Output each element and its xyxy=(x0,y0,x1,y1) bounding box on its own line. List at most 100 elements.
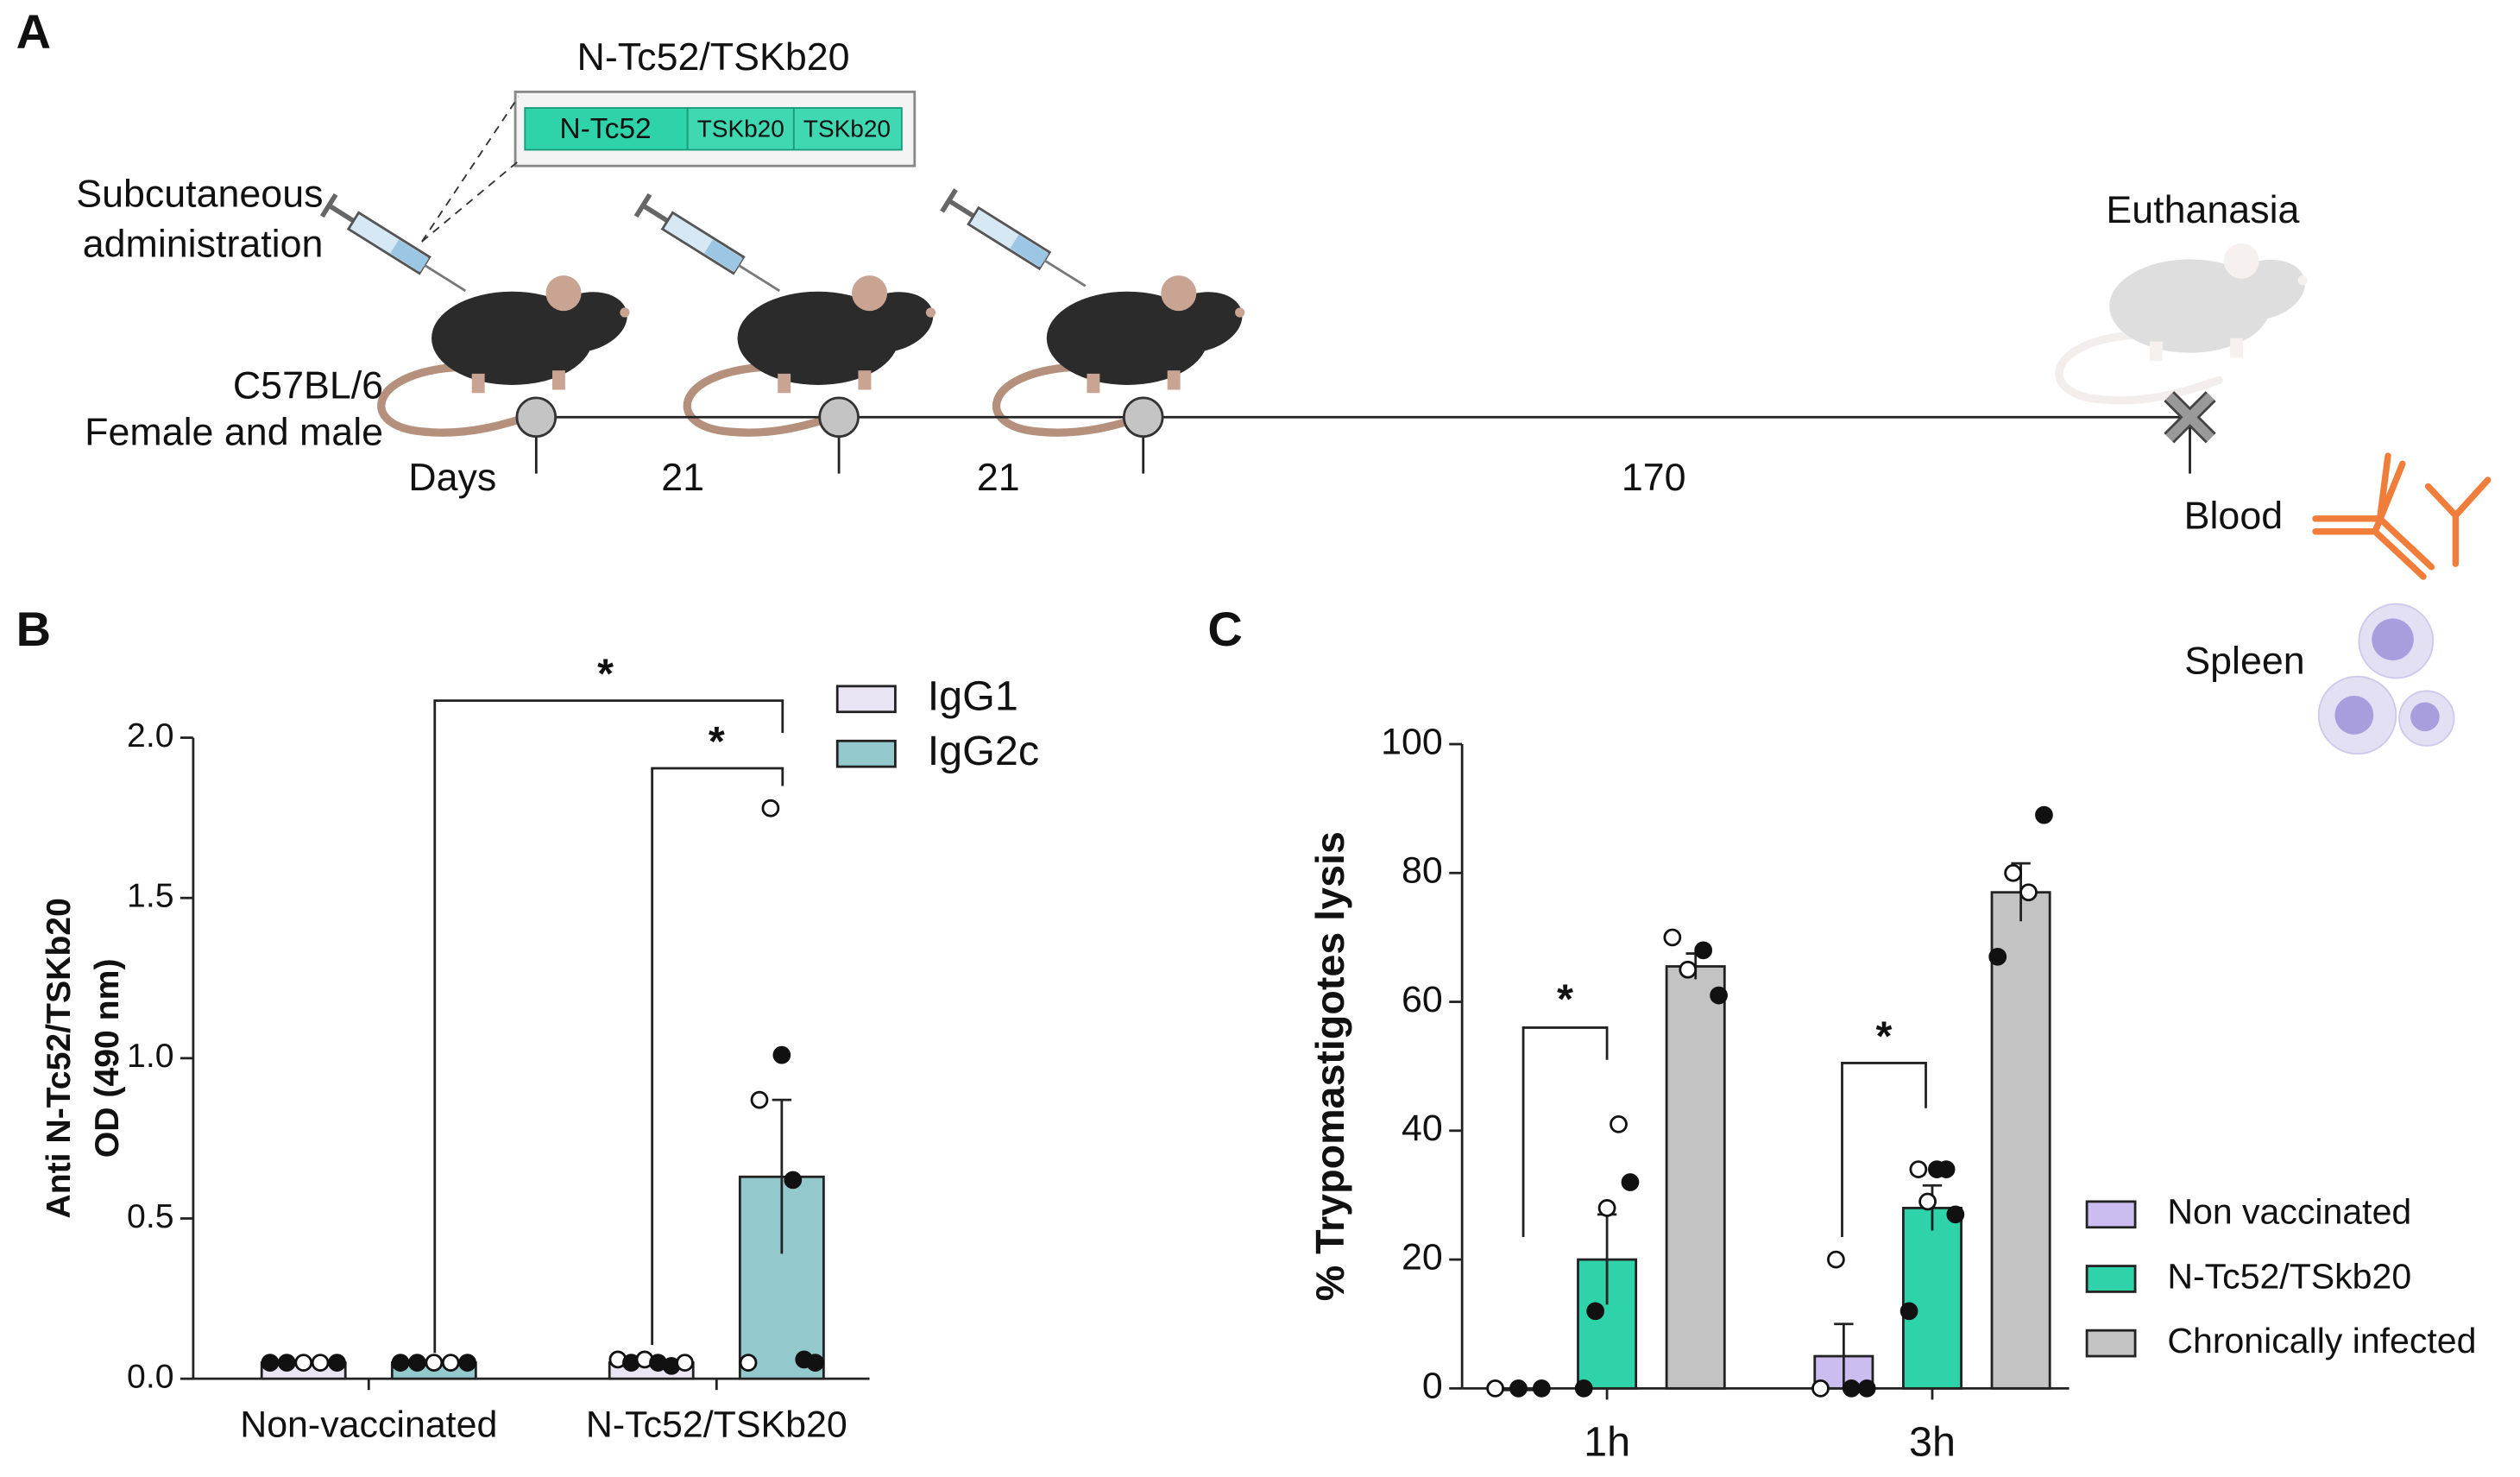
significance-bracket xyxy=(1841,1062,1927,1237)
x-tick-label: Non-vaccinated xyxy=(240,1404,497,1445)
route-label: Subcutaneous xyxy=(76,172,323,215)
data-point xyxy=(676,1354,694,1372)
panel-label: C xyxy=(1207,602,1242,656)
syringe-icon xyxy=(322,194,472,301)
data-point xyxy=(2004,863,2022,882)
data-point xyxy=(311,1354,330,1372)
timepoints xyxy=(515,396,1164,439)
syringe-icon xyxy=(636,194,786,301)
y-tick-label: 0.5 xyxy=(127,1198,173,1235)
data-point xyxy=(1532,1379,1551,1398)
sample-label: Spleen xyxy=(2184,640,2304,683)
data-point xyxy=(294,1354,313,1372)
mice-label: Female and male xyxy=(85,411,383,454)
y-axis-label: Anti N-Tc52/TSKb20 xyxy=(41,898,78,1218)
y-tick-label: 100 xyxy=(1381,721,1443,762)
antibody-icon xyxy=(2312,452,2492,580)
mouse-icon xyxy=(996,275,1249,432)
error-bar xyxy=(772,1098,792,1254)
construct-segment xyxy=(792,107,903,151)
legend-swatch xyxy=(835,739,897,768)
data-point xyxy=(1946,1205,1965,1224)
bar xyxy=(1990,891,2051,1390)
significance-label: * xyxy=(597,650,614,697)
legend-swatch xyxy=(2085,1329,2137,1358)
data-point xyxy=(1909,1160,1928,1178)
data-point xyxy=(1621,1173,1640,1191)
y-axis-label: OD (490 nm) xyxy=(89,958,126,1158)
data-point xyxy=(1811,1379,1830,1398)
significance-label: * xyxy=(1876,1013,1893,1059)
panel-a: A N-Tc52/TSKb20 N-Tc52 TSKb20 TSKb20 Sub… xyxy=(16,4,2492,755)
data-point xyxy=(425,1354,444,1372)
data-point xyxy=(441,1354,460,1372)
mouse-icon xyxy=(381,275,634,432)
legend-label: N-Tc52/TSkb20 xyxy=(2167,1256,2411,1296)
data-point xyxy=(1937,1160,1956,1178)
chart: B Anti N-Tc52/TSKb20 OD (490 nm) 0.0 0.5 1.0 1… xyxy=(16,602,1039,1445)
significance-bracket xyxy=(1521,1026,1609,1237)
bar xyxy=(1901,1206,1962,1390)
data-point xyxy=(806,1354,825,1372)
data-point xyxy=(1857,1379,1876,1398)
construct-segment xyxy=(524,107,689,151)
construct-segment xyxy=(686,107,795,151)
data-point xyxy=(739,1354,758,1372)
legend-swatch xyxy=(2085,1200,2137,1229)
data-point xyxy=(772,1045,791,1064)
y-tick-label: 2.0 xyxy=(127,717,173,754)
y-tick-label: 40 xyxy=(1402,1108,1443,1149)
y-tick-label: 0.0 xyxy=(127,1359,173,1396)
syringe-icon xyxy=(942,190,1093,297)
mouse-icon xyxy=(2059,243,2312,401)
y-tick-label: 80 xyxy=(1402,850,1443,892)
data-point xyxy=(1827,1250,1845,1269)
data-point xyxy=(1586,1302,1605,1321)
data-point xyxy=(261,1354,280,1372)
interval-label: 21 xyxy=(977,456,1020,499)
legend-label: Chronically infected xyxy=(2167,1321,2476,1360)
data-point xyxy=(1610,1115,1628,1133)
data-point xyxy=(1509,1379,1528,1398)
data-point xyxy=(1694,941,1713,960)
mouse-icon xyxy=(687,275,940,432)
data-point xyxy=(1899,1302,1918,1321)
data-point xyxy=(1663,928,1682,947)
legend-label: Non vaccinated xyxy=(2167,1192,2411,1232)
data-point xyxy=(1710,986,1728,1005)
data-point xyxy=(1486,1379,1504,1398)
data-point xyxy=(277,1354,296,1372)
data-point xyxy=(750,1090,769,1109)
endpoint-label: Euthanasia xyxy=(2106,188,2299,231)
legend-label: IgG2c xyxy=(928,728,1039,774)
y-tick-label: 1.0 xyxy=(127,1038,173,1075)
legend-label: IgG1 xyxy=(928,673,1018,720)
data-point xyxy=(784,1171,803,1190)
panel-label: A xyxy=(16,4,51,59)
x-tick-label: N-Tc52/TSKb20 xyxy=(586,1404,847,1445)
legend-swatch xyxy=(835,685,897,714)
mice-label: C57BL/6 xyxy=(233,364,383,407)
segment-label: TSKb20 xyxy=(803,116,891,142)
sample-label: Blood xyxy=(2184,495,2284,538)
data-point xyxy=(1842,1379,1861,1398)
interval-label: 170 xyxy=(1622,456,1686,499)
legend-swatch xyxy=(2085,1265,2137,1293)
x-tick-label: 1h xyxy=(1584,1418,1630,1465)
error-bar xyxy=(1834,1322,1854,1389)
chart: C % Trypomastigotes lysis 0 20 40 60 80 100 1h 3h… xyxy=(1207,602,2476,1465)
data-point xyxy=(1597,1199,1616,1217)
segment-label: N-Tc52 xyxy=(559,113,651,145)
significance-label: * xyxy=(1557,975,1573,1022)
y-tick-label: 1.5 xyxy=(127,878,173,915)
significance-bracket xyxy=(433,699,784,1354)
y-tick-label: 60 xyxy=(1402,979,1443,1020)
bar xyxy=(1665,965,1726,1390)
data-point xyxy=(761,798,780,817)
y-tick-label: 20 xyxy=(1402,1236,1443,1278)
data-point xyxy=(458,1354,477,1372)
significance-bracket xyxy=(651,767,784,1345)
timeline-label: Days xyxy=(408,456,496,499)
